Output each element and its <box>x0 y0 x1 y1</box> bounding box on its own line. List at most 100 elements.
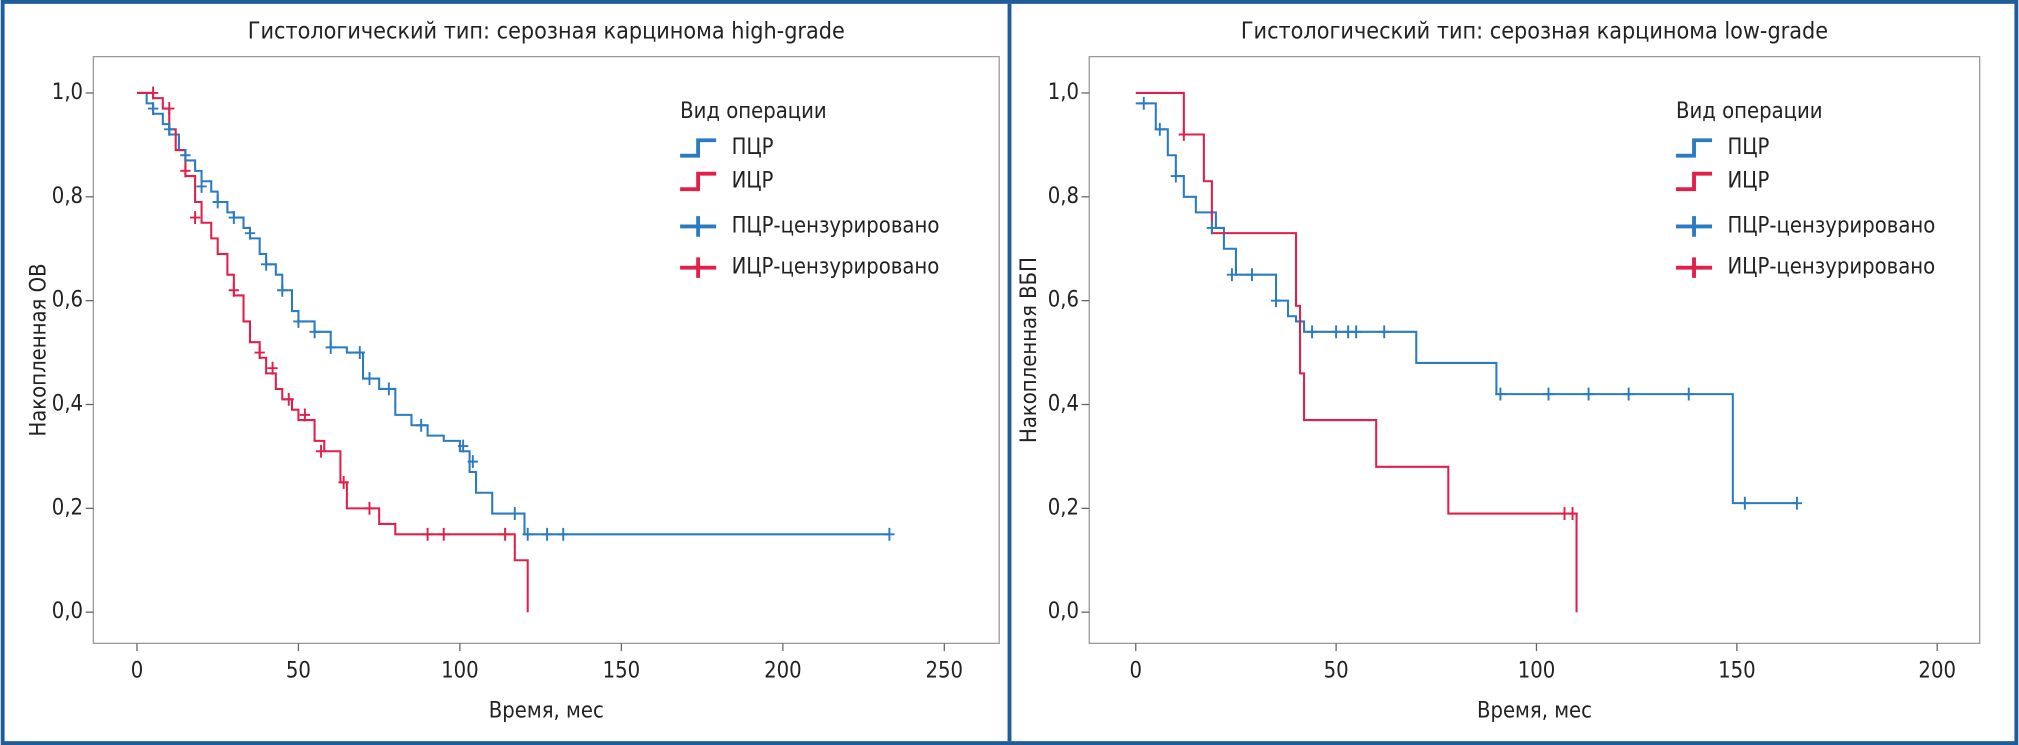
chart-title: Гистологический тип: серозная карцинома … <box>1241 19 1828 45</box>
censor-mark <box>1306 325 1318 339</box>
legend-item: ИЦР-цензурировано <box>680 255 939 280</box>
censor-mark <box>1379 325 1390 339</box>
censor-mark <box>438 527 449 541</box>
x-tick-label: 250 <box>926 659 964 684</box>
censor-mark <box>354 346 365 360</box>
x-tick-label: 150 <box>1718 659 1756 684</box>
x-axis-label: Время, мес <box>1477 699 1592 724</box>
legend-symbol <box>1676 171 1713 192</box>
y-tick-label: 0,8 <box>52 184 83 209</box>
y-tick-label: 1,0 <box>52 80 83 105</box>
censor-mark <box>293 314 304 328</box>
x-tick-label: 100 <box>441 659 479 684</box>
y-tick-label: 0,6 <box>52 288 83 313</box>
x-tick-label: 150 <box>603 659 641 684</box>
censor-mark <box>1226 268 1238 282</box>
censor-mark <box>1543 387 1554 401</box>
legend-symbol <box>680 171 717 192</box>
censor-mark <box>1623 387 1634 401</box>
x-tick-label: 50 <box>1324 659 1349 684</box>
x-tick-label: 100 <box>1518 659 1556 684</box>
legend-label: ПЦР-цензурировано <box>732 213 940 238</box>
censor-mark <box>180 164 191 178</box>
legend-symbol <box>1676 216 1713 237</box>
y-tick-label: 0,4 <box>52 392 83 417</box>
legend-item: ПЦР <box>1676 135 1770 160</box>
y-tick-label: 0,2 <box>52 495 83 520</box>
censor-mark <box>228 211 239 225</box>
censor-mark <box>1138 96 1149 110</box>
censor-mark <box>522 527 533 541</box>
censor-mark <box>422 527 433 541</box>
censor-mark <box>1206 221 1218 235</box>
legend-title: Вид операции <box>680 99 827 124</box>
y-tick-label: 0,0 <box>1048 599 1079 624</box>
censor-mark <box>309 325 320 339</box>
plot-frame <box>1088 55 1981 644</box>
censor-mark <box>164 122 175 136</box>
plot-frame <box>92 55 1000 644</box>
legend-symbol <box>680 138 717 158</box>
censor-mark <box>1246 268 1258 282</box>
censor-mark <box>196 179 207 193</box>
legend-symbol <box>1676 138 1713 158</box>
x-tick-label: 0 <box>1130 659 1143 684</box>
censor-mark <box>1791 496 1803 510</box>
y-tick-label: 0,4 <box>1048 392 1079 417</box>
chart-title: Гистологический тип: серозная карцинома … <box>248 19 845 45</box>
censor-mark <box>147 86 159 100</box>
censor-mark <box>315 444 327 458</box>
censor-mark <box>1330 325 1342 339</box>
x-tick-label: 200 <box>1918 659 1956 684</box>
censor-mark <box>260 257 272 271</box>
censor-mark <box>1351 325 1362 339</box>
legend-label: ПЦР <box>732 135 774 160</box>
censor-mark <box>364 372 375 385</box>
censor-mark <box>164 102 175 115</box>
censor-mark <box>1154 122 1165 136</box>
censor-mark <box>383 382 395 396</box>
y-tick-label: 1,0 <box>1048 80 1079 105</box>
censor-mark <box>147 102 159 115</box>
y-tick-label: 0,6 <box>1048 288 1079 313</box>
censor-mark <box>1739 496 1750 510</box>
censor-mark <box>180 148 191 162</box>
censor-mark <box>228 283 239 297</box>
legend-item: ИЦР <box>680 168 774 193</box>
legend-item: ПЦР <box>680 135 774 160</box>
legend-item: ПЦР-цензурировано <box>1676 213 1935 238</box>
legend-label: ПЦР <box>1727 135 1769 160</box>
censor-mark <box>416 418 427 432</box>
censor-mark <box>509 507 520 520</box>
censor-mark <box>1683 387 1694 401</box>
legend-item: ИЦР <box>1676 168 1769 193</box>
legend-label: ПЦР-цензурировано <box>1727 213 1935 238</box>
x-tick-label: 200 <box>764 659 802 684</box>
censor-mark <box>884 527 895 541</box>
legend-label: ИЦР <box>732 168 774 193</box>
censor-mark <box>212 195 223 209</box>
y-tick-label: 0,2 <box>1048 495 1079 520</box>
censor-mark <box>283 392 294 406</box>
y-axis-label: Накопленная ОВ <box>26 263 51 436</box>
legend-label: ИЦР-цензурировано <box>1727 255 1935 280</box>
legend-item: ПЦР-цензурировано <box>680 213 939 238</box>
legend-title: Вид операции <box>1676 99 1823 124</box>
censor-mark <box>338 475 349 489</box>
censor-mark <box>244 226 256 240</box>
censor-mark <box>541 527 553 541</box>
censor-mark <box>325 340 336 354</box>
censor-mark <box>1583 387 1594 401</box>
censor-mark <box>277 283 288 297</box>
survival-curve <box>1135 91 1578 613</box>
censor-mark <box>1170 169 1181 183</box>
legend-symbol <box>1676 257 1713 278</box>
censor-mark <box>1178 128 1189 141</box>
legend-item: ИЦР-цензурировано <box>1676 255 1935 280</box>
x-tick-label: 50 <box>286 659 311 684</box>
legend-symbol <box>680 257 717 278</box>
censor-mark <box>457 439 469 453</box>
censor-mark <box>1495 387 1506 401</box>
censor-mark <box>558 527 569 541</box>
